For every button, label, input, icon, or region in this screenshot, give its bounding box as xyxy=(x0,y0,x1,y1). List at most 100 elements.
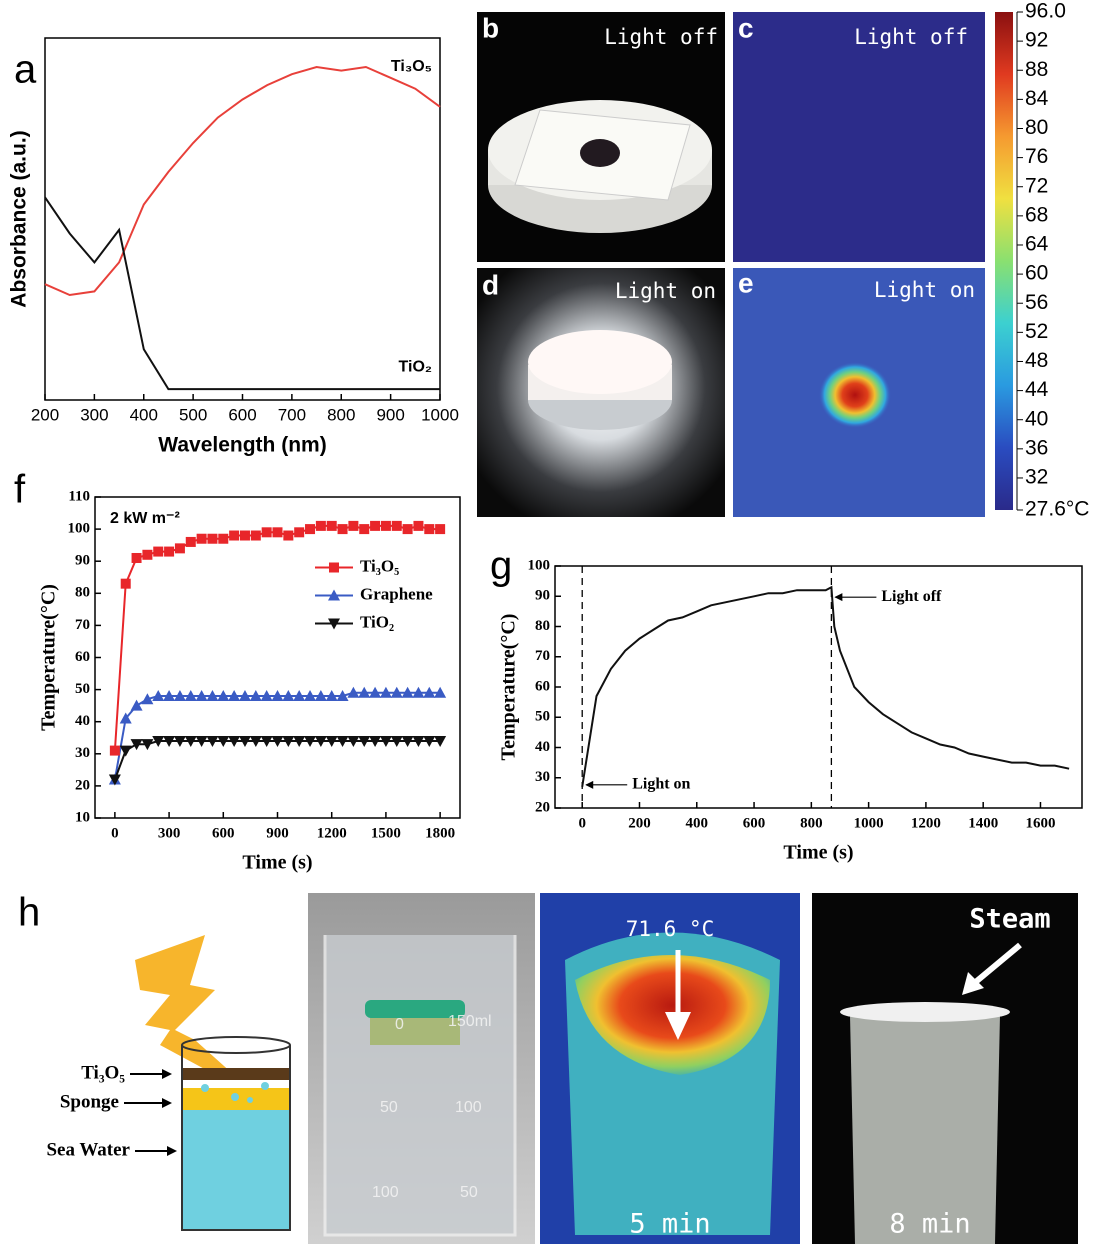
panel-label: h xyxy=(18,891,40,935)
marker xyxy=(293,690,306,702)
y-tick-label: 110 xyxy=(68,488,90,504)
marker xyxy=(228,690,241,702)
axes-frame xyxy=(94,496,461,819)
x-tick-label: 1500 xyxy=(371,825,401,841)
marker xyxy=(260,690,273,702)
marker xyxy=(401,686,414,698)
marker xyxy=(348,520,359,531)
marker xyxy=(238,690,251,702)
colorbar-tick-label: 27.6°C xyxy=(1025,498,1089,521)
y-tick-label: 100 xyxy=(68,521,91,537)
annotation: Light on xyxy=(632,775,690,792)
marker xyxy=(164,546,175,557)
marker xyxy=(217,690,230,702)
x-tick-label: 300 xyxy=(80,405,108,424)
marker xyxy=(195,735,208,747)
photo-d xyxy=(477,268,725,517)
marker xyxy=(229,530,240,541)
marker xyxy=(120,578,131,589)
y-tick-label: 30 xyxy=(535,769,550,785)
marker xyxy=(173,690,186,702)
thermal-c xyxy=(733,12,985,262)
marker xyxy=(413,520,424,531)
marker xyxy=(315,520,326,531)
x-axis-label: Wavelength (nm) xyxy=(158,434,326,457)
beaker-mark: 150ml xyxy=(448,1013,492,1030)
x-tick-label: 700 xyxy=(278,405,306,424)
x-tick-label: 600 xyxy=(228,405,256,424)
colorbar-tick-label: 84 xyxy=(1025,87,1049,110)
marker xyxy=(358,735,371,747)
y-tick-label: 10 xyxy=(75,809,90,825)
panel-label: f xyxy=(14,468,26,512)
y-tick-label: 40 xyxy=(535,739,550,755)
marker xyxy=(412,686,425,698)
series-line xyxy=(44,65,441,297)
legend-label: Graphene xyxy=(360,584,433,603)
marker xyxy=(358,686,371,698)
colorbar-tick-label: 32 xyxy=(1025,466,1048,489)
marker xyxy=(271,690,284,702)
x-tick-label: 800 xyxy=(327,405,355,424)
colorbar-tick-label: 80 xyxy=(1025,116,1048,139)
marker xyxy=(249,735,262,747)
colorbar-tick-label: 92 xyxy=(1025,29,1048,52)
series-line xyxy=(581,585,1070,787)
photo-label: Light off xyxy=(604,25,718,49)
beaker-mark: 0 xyxy=(395,1016,404,1033)
y-tick-label: 90 xyxy=(535,588,550,604)
panel-label: g xyxy=(490,544,512,588)
colorbar-tick-label: 48 xyxy=(1025,349,1048,372)
y-tick-label: 70 xyxy=(75,617,90,633)
marker xyxy=(379,735,392,747)
annotation-arrow-head xyxy=(585,780,594,789)
marker xyxy=(141,739,154,751)
legend-label: TiO₂ xyxy=(360,612,394,631)
x-axis-label: Time (s) xyxy=(783,842,853,864)
plot: 0 300 600 900 1200 1500 1800 10 20 30 40 50 60 70 80 90… xyxy=(38,488,461,874)
schematic-label: Ti₃O₅ xyxy=(81,1062,125,1083)
y-tick-label: 50 xyxy=(75,681,90,697)
marker xyxy=(293,735,306,747)
marker xyxy=(228,735,241,747)
marker xyxy=(304,735,317,747)
photo-label: Light on xyxy=(874,278,975,302)
colorbar-tick-label: 44 xyxy=(1025,378,1049,401)
marker xyxy=(184,735,197,747)
marker xyxy=(272,527,283,538)
schematic-label: Sea Water xyxy=(46,1139,130,1160)
x-tick-label: 800 xyxy=(800,815,823,831)
x-tick-label: 500 xyxy=(179,405,207,424)
marker xyxy=(379,686,392,698)
marker xyxy=(152,690,165,702)
colorbar-tick-label: 96.0 xyxy=(1025,0,1066,23)
annotation: 2 kW m⁻² xyxy=(110,510,180,527)
marker xyxy=(325,690,338,702)
marker xyxy=(153,546,164,557)
panel-label: d xyxy=(482,269,499,300)
axes-frame xyxy=(554,565,1083,809)
marker xyxy=(380,520,391,531)
marker xyxy=(174,543,185,554)
marker xyxy=(282,690,295,702)
marker xyxy=(435,524,446,535)
y-axis-label: Temperature(°C) xyxy=(38,584,60,731)
y-tick-label: 40 xyxy=(75,713,90,729)
marker xyxy=(207,533,218,544)
marker xyxy=(401,735,414,747)
marker xyxy=(152,735,165,747)
x-tick-label: 1200 xyxy=(317,825,347,841)
colorbar-tick-label: 76 xyxy=(1025,145,1048,168)
x-tick-label: 1800 xyxy=(425,825,455,841)
colorbar-tick-label: 56 xyxy=(1025,291,1048,314)
x-tick-label: 200 xyxy=(31,405,59,424)
marker xyxy=(119,712,132,724)
series-label: Ti₃O₅ xyxy=(391,58,432,75)
marker xyxy=(271,735,284,747)
beaker-mark: 100 xyxy=(455,1099,482,1116)
marker xyxy=(325,735,338,747)
marker xyxy=(336,690,349,702)
marker xyxy=(141,693,154,705)
marker xyxy=(130,739,143,751)
